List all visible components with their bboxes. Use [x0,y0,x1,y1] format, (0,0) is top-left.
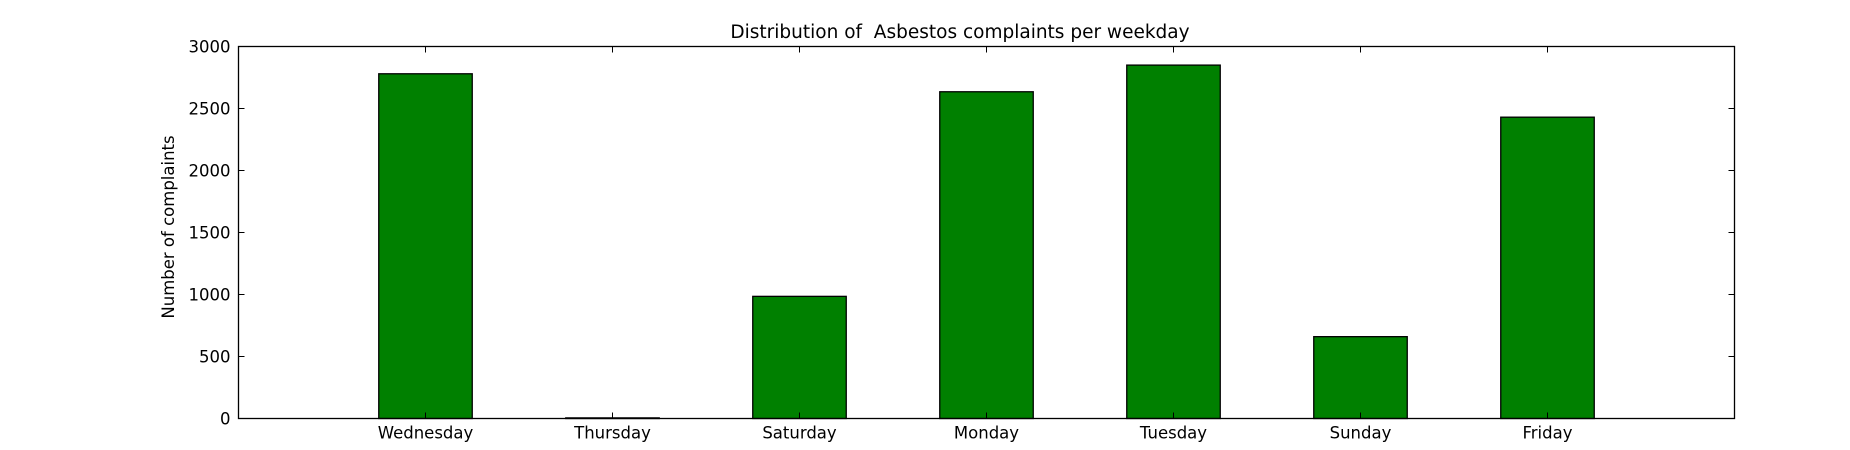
chart-title: Distribution of Asbestos complaints per … [730,22,1189,43]
y-tick-label: 3000 [189,38,231,57]
y-tick-label: 1500 [189,224,231,243]
x-tick-label: Tuesday [1139,424,1207,443]
bar-monday [939,91,1034,420]
bar-friday [1500,116,1595,420]
x-tick-label: Friday [1522,424,1572,443]
x-tick-label: Wednesday [378,424,474,443]
y-axis-ticks: 0 500 1000 1500 2000 2500 3000 [189,38,1735,429]
x-axis-ticks: Wednesday Thursday Saturday Monday Tuesday Su… [378,46,1573,443]
x-tick-label: Sunday [1330,424,1392,443]
plot-frame [237,45,1736,420]
bar-wednesday [378,73,473,420]
y-tick-label: 500 [199,348,231,367]
y-tick-label: 2500 [189,100,231,119]
x-tick-label: Monday [954,424,1019,443]
bars-group [378,64,1595,420]
y-axis-label: Number of complaints [159,135,178,318]
y-tick-label: 2000 [189,162,231,181]
bar-saturday [752,295,847,420]
bar-tuesday [1126,64,1221,420]
x-tick-label: Thursday [573,424,651,443]
y-tick-label: 0 [220,410,231,429]
x-tick-label: Saturday [762,424,837,443]
bar-sunday [1313,336,1408,420]
y-tick-label: 1000 [189,286,231,305]
